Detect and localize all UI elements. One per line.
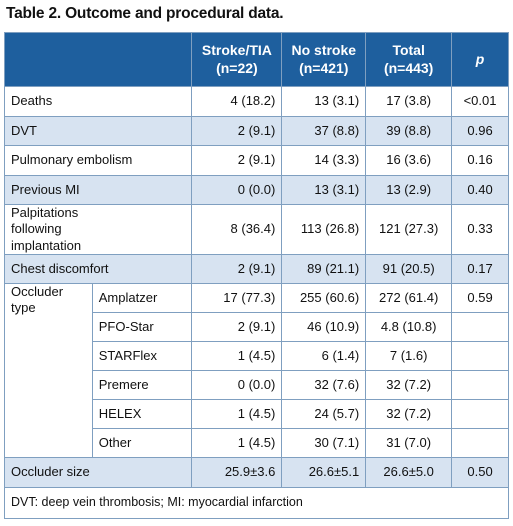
occluder-name: Amplatzer (91, 282, 193, 313)
cell-stroke: 17 (77.3) (191, 282, 283, 313)
footnote-row: DVT: deep vein thrombosis; MI: myocardia… (4, 486, 509, 519)
cell-p: <0.01 (451, 86, 509, 117)
cell-total: 32 (7.2) (365, 369, 453, 400)
table-row: PFO-Star 2 (9.1) 46 (10.9) 4.8 (10.8) (5, 311, 509, 342)
cell-total: 13 (2.9) (365, 175, 453, 205)
header-no-stroke: No stroke (n=421) (281, 32, 367, 87)
cell-p: 0.16 (451, 145, 509, 176)
occluder-name: Other (91, 427, 193, 458)
cell-total: 39 (8.8) (365, 116, 453, 146)
cell-stroke: 1 (4.5) (191, 398, 283, 429)
cell-stroke: 0 (0.0) (191, 369, 283, 400)
cell-p: 0.50 (451, 456, 509, 488)
row-label: Occluder size (3, 456, 193, 488)
occluder-name: PFO-Star (91, 311, 193, 342)
table-row: HELEX 1 (4.5) 24 (5.7) 32 (7.2) (5, 398, 509, 429)
table-row: STARFlex 1 (4.5) 6 (1.4) 7 (1.6) (5, 340, 509, 371)
cell-p (451, 398, 509, 429)
table-row: Other 1 (4.5) 30 (7.1) 31 (7.0) (5, 427, 509, 458)
cell-no-stroke: 46 (10.9) (281, 311, 367, 342)
cell-stroke: 25.9±3.6 (191, 456, 283, 488)
header-p: p (451, 32, 509, 87)
cell-stroke: 8 (36.4) (191, 204, 283, 255)
cell-stroke: 1 (4.5) (191, 340, 283, 371)
cell-no-stroke: 89 (21.1) (281, 253, 367, 284)
header-blank (3, 32, 193, 87)
cell-no-stroke: 13 (3.1) (281, 175, 367, 205)
table-row: Occluder size 25.9±3.6 26.6±5.1 26.6±5.0… (3, 456, 509, 488)
cell-no-stroke: 24 (5.7) (281, 398, 367, 429)
cell-stroke: 0 (0.0) (191, 175, 283, 205)
table-title: Table 2. Outcome and procedural data. (6, 5, 284, 22)
table-row: Deaths 4 (18.2) 13 (3.1) 17 (3.8) <0.01 (3, 86, 509, 117)
cell-stroke: 4 (18.2) (191, 86, 283, 117)
cell-total: 121 (27.3) (365, 204, 453, 255)
cell-stroke: 2 (9.1) (191, 311, 283, 342)
occluder-type-label: Occluder type (4, 282, 93, 458)
table-row: Previous MI 0 (0.0) 13 (3.1) 13 (2.9) 0.… (3, 175, 509, 205)
row-label: Palpitations following implantation (3, 204, 193, 255)
footnote: DVT: deep vein thrombosis; MI: myocardia… (4, 486, 509, 519)
row-label: Deaths (3, 86, 193, 117)
cell-stroke: 1 (4.5) (191, 427, 283, 458)
header-total: Total (n=443) (365, 32, 453, 87)
table-row: Palpitations following implantation 8 (3… (3, 204, 509, 255)
cell-stroke: 2 (9.1) (191, 145, 283, 176)
cell-total: 17 (3.8) (365, 86, 453, 117)
cell-p: 0.33 (451, 204, 509, 255)
cell-no-stroke: 255 (60.6) (281, 282, 367, 313)
cell-total: 31 (7.0) (365, 427, 453, 458)
cell-total: 32 (7.2) (365, 398, 453, 429)
cell-p (451, 427, 509, 458)
cell-total: 16 (3.6) (365, 145, 453, 176)
cell-no-stroke: 26.6±5.1 (281, 456, 367, 488)
cell-total: 4.8 (10.8) (365, 311, 453, 342)
cell-p: 0.17 (451, 253, 509, 284)
cell-total: 272 (61.4) (365, 282, 453, 313)
occluder-name: Premere (91, 369, 193, 400)
cell-stroke: 2 (9.1) (191, 116, 283, 146)
row-label: Previous MI (3, 175, 193, 205)
cell-p (451, 311, 509, 342)
cell-p (451, 369, 509, 400)
table-row: Occluder type Amplatzer 17 (77.3) 255 (6… (4, 282, 509, 458)
occluder-name: HELEX (91, 398, 193, 429)
cell-stroke: 2 (9.1) (191, 253, 283, 284)
cell-p: 0.96 (451, 116, 509, 146)
row-label: Pulmonary embolism (3, 145, 193, 176)
cell-p: 0.59 (451, 282, 509, 313)
outcome-table: Stroke/TIA (n=22) No stroke (n=421) Tota… (3, 32, 509, 519)
cell-total: 91 (20.5) (365, 253, 453, 284)
table-row: Premere 0 (0.0) 32 (7.6) 32 (7.2) (5, 369, 509, 400)
row-label: DVT (3, 116, 193, 146)
cell-no-stroke: 14 (3.3) (281, 145, 367, 176)
header-stroke: Stroke/TIA (n=22) (191, 32, 283, 87)
header-row: Stroke/TIA (n=22) No stroke (n=421) Tota… (3, 32, 509, 87)
cell-total: 7 (1.6) (365, 340, 453, 371)
row-label: Chest discomfort (3, 253, 193, 284)
table-row: DVT 2 (9.1) 37 (8.8) 39 (8.8) 0.96 (3, 116, 509, 146)
cell-no-stroke: 32 (7.6) (281, 369, 367, 400)
cell-no-stroke: 113 (26.8) (281, 204, 367, 255)
cell-no-stroke: 30 (7.1) (281, 427, 367, 458)
cell-total: 26.6±5.0 (365, 456, 453, 488)
occluder-name: STARFlex (91, 340, 193, 371)
table-row: Chest discomfort 2 (9.1) 89 (21.1) 91 (2… (3, 253, 509, 284)
cell-no-stroke: 13 (3.1) (281, 86, 367, 117)
cell-p: 0.40 (451, 175, 509, 205)
cell-p (451, 340, 509, 371)
table-row: Pulmonary embolism 2 (9.1) 14 (3.3) 16 (… (3, 145, 509, 176)
cell-no-stroke: 37 (8.8) (281, 116, 367, 146)
cell-no-stroke: 6 (1.4) (281, 340, 367, 371)
